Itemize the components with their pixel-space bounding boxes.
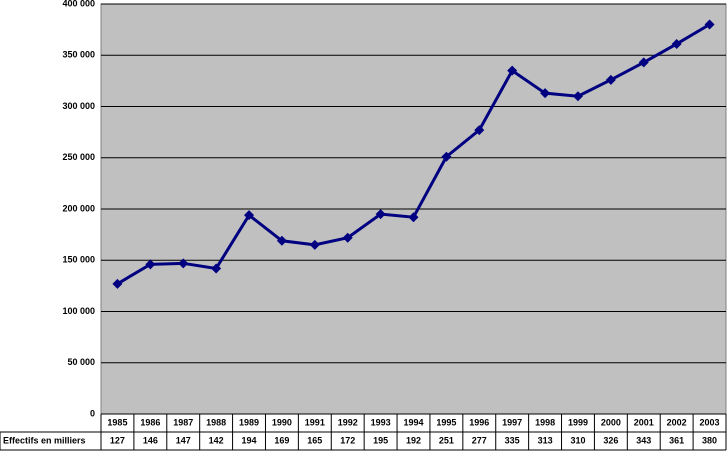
y-tick-label: 100 000 [62, 306, 95, 316]
marker [671, 38, 682, 49]
x-tick-label: 2001 [634, 417, 654, 427]
marker [474, 125, 485, 136]
table-value: 194 [242, 435, 257, 445]
x-tick-label: 1989 [239, 417, 259, 427]
y-tick-label: 0 [90, 408, 95, 418]
table-value: 172 [340, 435, 355, 445]
table-value: 142 [209, 435, 224, 445]
marker [276, 235, 287, 246]
y-tick-label: 350 000 [62, 50, 95, 60]
x-tick-label: 1998 [535, 417, 555, 427]
x-tick-label: 2000 [601, 417, 621, 427]
marker [507, 65, 518, 76]
x-tick-label: 1990 [272, 417, 292, 427]
marker [309, 239, 320, 250]
marker [211, 263, 222, 274]
table-value: 335 [505, 435, 520, 445]
table-value: 310 [570, 435, 585, 445]
table-value: 192 [406, 435, 421, 445]
marker [408, 212, 419, 223]
x-tick-label: 1994 [403, 417, 423, 427]
y-tick-label: 400 000 [62, 0, 95, 8]
x-tick-label: 1993 [371, 417, 391, 427]
table-value: 313 [538, 435, 553, 445]
y-tick-label: 200 000 [62, 203, 95, 213]
marker [605, 74, 616, 85]
table-value: 277 [472, 435, 487, 445]
y-tick-label: 250 000 [62, 152, 95, 162]
y-tick-label: 150 000 [62, 255, 95, 265]
x-tick-label: 1992 [338, 417, 358, 427]
table-value: 251 [439, 435, 454, 445]
table-value: 380 [702, 435, 717, 445]
marker [441, 151, 452, 162]
x-tick-label: 1988 [206, 417, 226, 427]
marker [572, 91, 583, 102]
x-tick-label: 1999 [568, 417, 588, 427]
x-tick-label: 2002 [667, 417, 687, 427]
marker [112, 278, 123, 289]
x-tick-label: 1987 [173, 417, 193, 427]
y-tick-label: 50 000 [67, 357, 95, 367]
table-value: 169 [274, 435, 289, 445]
marker [704, 19, 715, 30]
marker [540, 88, 551, 99]
x-tick-label: 1985 [107, 417, 127, 427]
marker [178, 258, 189, 269]
table-value: 165 [307, 435, 322, 445]
x-tick-label: 1996 [469, 417, 489, 427]
table-value: 326 [603, 435, 618, 445]
marker [375, 209, 386, 220]
table-value: 147 [176, 435, 191, 445]
x-tick-label: 1995 [436, 417, 456, 427]
x-tick-label: 1991 [305, 417, 325, 427]
table-value: 343 [636, 435, 651, 445]
table-value: 361 [669, 435, 684, 445]
marker [244, 210, 255, 221]
marker [638, 57, 649, 68]
marker [342, 232, 353, 243]
x-tick-label: 1997 [502, 417, 522, 427]
x-tick-label: 2003 [700, 417, 720, 427]
table-value: 195 [373, 435, 388, 445]
marker [145, 259, 156, 270]
table-value: 146 [143, 435, 158, 445]
table-value: 127 [110, 435, 125, 445]
x-tick-label: 1986 [140, 417, 160, 427]
y-tick-label: 300 000 [62, 101, 95, 111]
table-row-label: Effectifs en milliers [3, 435, 86, 445]
